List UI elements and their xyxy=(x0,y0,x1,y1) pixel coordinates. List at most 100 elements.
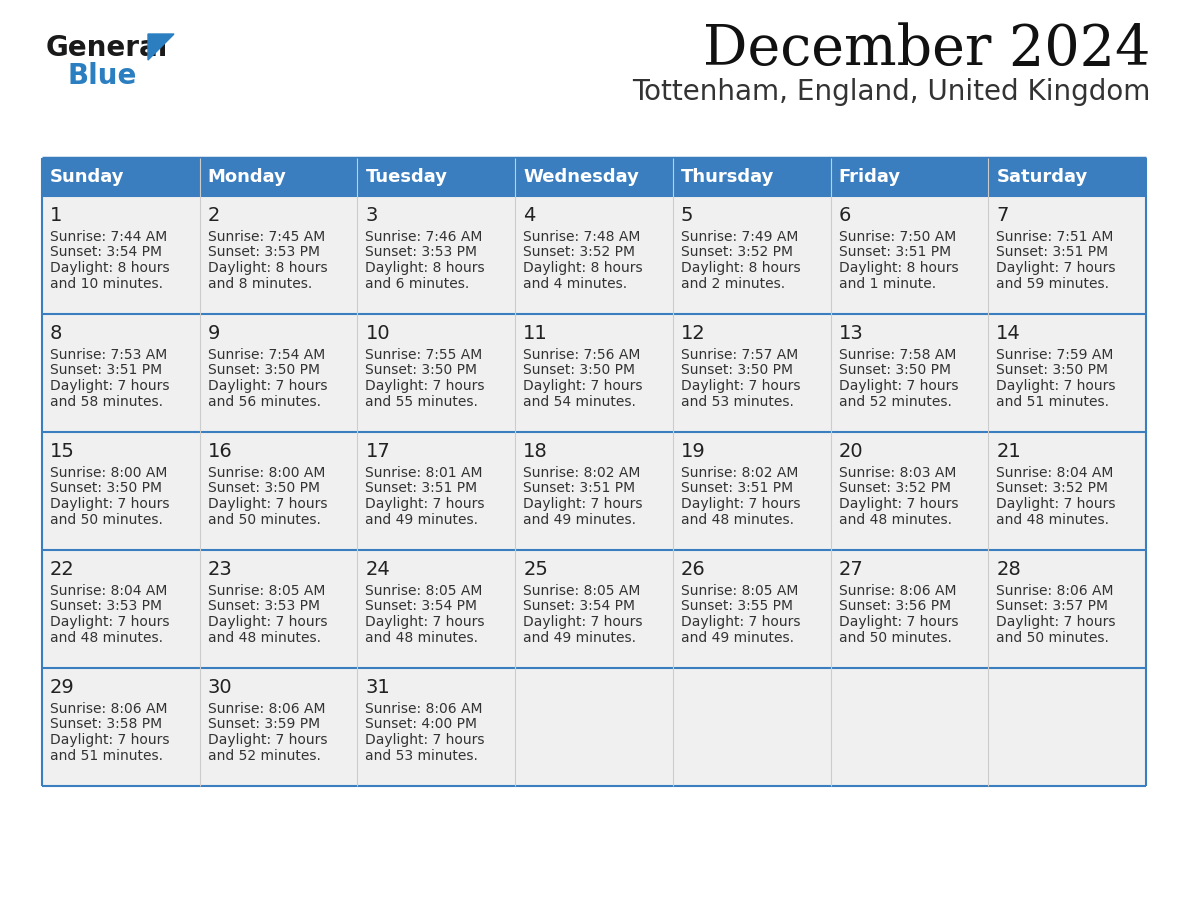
Text: 4: 4 xyxy=(523,206,536,225)
Text: Sunrise: 8:01 AM: Sunrise: 8:01 AM xyxy=(366,466,484,480)
Text: Sunrise: 7:48 AM: Sunrise: 7:48 AM xyxy=(523,230,640,244)
Bar xyxy=(516,668,672,786)
Bar xyxy=(988,550,1146,668)
Text: Daylight: 8 hours: Daylight: 8 hours xyxy=(839,261,959,275)
Text: Sunrise: 8:05 AM: Sunrise: 8:05 AM xyxy=(681,584,798,598)
Bar xyxy=(516,196,672,314)
Text: Sunset: 3:50 PM: Sunset: 3:50 PM xyxy=(839,364,950,377)
Text: and 48 minutes.: and 48 minutes. xyxy=(681,512,794,527)
Bar xyxy=(200,314,358,432)
Text: Sunrise: 7:49 AM: Sunrise: 7:49 AM xyxy=(681,230,798,244)
Text: Daylight: 7 hours: Daylight: 7 hours xyxy=(681,379,801,393)
Text: 16: 16 xyxy=(208,442,233,461)
Text: Sunrise: 7:51 AM: Sunrise: 7:51 AM xyxy=(997,230,1113,244)
Text: Sunrise: 7:45 AM: Sunrise: 7:45 AM xyxy=(208,230,326,244)
Text: Sunrise: 7:57 AM: Sunrise: 7:57 AM xyxy=(681,348,798,362)
Text: Sunset: 3:50 PM: Sunset: 3:50 PM xyxy=(366,364,478,377)
Bar xyxy=(358,550,516,668)
Text: Sunrise: 8:06 AM: Sunrise: 8:06 AM xyxy=(366,702,484,716)
Text: Daylight: 7 hours: Daylight: 7 hours xyxy=(366,615,485,629)
Text: Tottenham, England, United Kingdom: Tottenham, England, United Kingdom xyxy=(632,78,1150,106)
Text: Sunrise: 7:55 AM: Sunrise: 7:55 AM xyxy=(366,348,482,362)
Text: Sunrise: 8:04 AM: Sunrise: 8:04 AM xyxy=(50,584,168,598)
Text: Daylight: 7 hours: Daylight: 7 hours xyxy=(839,497,958,511)
Text: and 50 minutes.: and 50 minutes. xyxy=(997,631,1110,644)
Text: Daylight: 7 hours: Daylight: 7 hours xyxy=(366,497,485,511)
Text: and 58 minutes.: and 58 minutes. xyxy=(50,395,163,409)
Text: Daylight: 7 hours: Daylight: 7 hours xyxy=(839,615,958,629)
Bar xyxy=(42,550,200,668)
Text: Sunrise: 8:06 AM: Sunrise: 8:06 AM xyxy=(839,584,956,598)
Text: Daylight: 7 hours: Daylight: 7 hours xyxy=(997,615,1116,629)
Text: Daylight: 7 hours: Daylight: 7 hours xyxy=(50,733,170,747)
Text: Sunrise: 8:03 AM: Sunrise: 8:03 AM xyxy=(839,466,956,480)
Text: Sunrise: 8:04 AM: Sunrise: 8:04 AM xyxy=(997,466,1113,480)
Text: Daylight: 7 hours: Daylight: 7 hours xyxy=(997,261,1116,275)
Bar xyxy=(672,432,830,550)
Text: 10: 10 xyxy=(366,324,390,343)
Text: Tuesday: Tuesday xyxy=(366,168,448,186)
Text: Sunrise: 7:50 AM: Sunrise: 7:50 AM xyxy=(839,230,956,244)
Text: and 2 minutes.: and 2 minutes. xyxy=(681,276,785,290)
Text: and 10 minutes.: and 10 minutes. xyxy=(50,276,163,290)
Text: 24: 24 xyxy=(366,560,390,579)
Text: Daylight: 7 hours: Daylight: 7 hours xyxy=(50,497,170,511)
Text: and 52 minutes.: and 52 minutes. xyxy=(208,748,321,763)
Text: and 48 minutes.: and 48 minutes. xyxy=(50,631,163,644)
Text: Daylight: 8 hours: Daylight: 8 hours xyxy=(366,261,485,275)
Text: 3: 3 xyxy=(366,206,378,225)
Text: Daylight: 7 hours: Daylight: 7 hours xyxy=(997,379,1116,393)
Text: 9: 9 xyxy=(208,324,220,343)
Text: Sunset: 3:56 PM: Sunset: 3:56 PM xyxy=(839,599,950,613)
Text: Sunrise: 7:46 AM: Sunrise: 7:46 AM xyxy=(366,230,482,244)
Text: Sunrise: 7:54 AM: Sunrise: 7:54 AM xyxy=(208,348,326,362)
Bar xyxy=(42,196,200,314)
Bar xyxy=(516,432,672,550)
Bar xyxy=(200,550,358,668)
Text: Sunset: 3:55 PM: Sunset: 3:55 PM xyxy=(681,599,792,613)
Text: and 50 minutes.: and 50 minutes. xyxy=(50,512,163,527)
Text: Wednesday: Wednesday xyxy=(523,168,639,186)
Bar xyxy=(42,432,200,550)
Bar xyxy=(830,668,988,786)
Bar xyxy=(830,196,988,314)
Bar xyxy=(358,432,516,550)
Text: Sunset: 3:53 PM: Sunset: 3:53 PM xyxy=(208,245,320,260)
Text: 25: 25 xyxy=(523,560,548,579)
Bar xyxy=(988,196,1146,314)
Bar xyxy=(42,158,1146,196)
Text: Sunrise: 8:02 AM: Sunrise: 8:02 AM xyxy=(681,466,798,480)
Text: Sunrise: 7:53 AM: Sunrise: 7:53 AM xyxy=(50,348,168,362)
Bar xyxy=(830,314,988,432)
Text: Daylight: 7 hours: Daylight: 7 hours xyxy=(208,615,327,629)
Text: 20: 20 xyxy=(839,442,864,461)
Bar xyxy=(42,314,200,432)
Text: Daylight: 7 hours: Daylight: 7 hours xyxy=(523,615,643,629)
Bar xyxy=(200,196,358,314)
Text: 5: 5 xyxy=(681,206,694,225)
Text: Daylight: 7 hours: Daylight: 7 hours xyxy=(681,615,801,629)
Text: Daylight: 8 hours: Daylight: 8 hours xyxy=(208,261,328,275)
Bar xyxy=(672,668,830,786)
Bar xyxy=(516,314,672,432)
Text: and 1 minute.: and 1 minute. xyxy=(839,276,936,290)
Text: 27: 27 xyxy=(839,560,864,579)
Bar xyxy=(672,196,830,314)
Text: Sunrise: 8:06 AM: Sunrise: 8:06 AM xyxy=(50,702,168,716)
Text: Sunset: 3:51 PM: Sunset: 3:51 PM xyxy=(523,482,636,496)
Bar xyxy=(672,550,830,668)
Text: 28: 28 xyxy=(997,560,1020,579)
Text: Sunset: 3:54 PM: Sunset: 3:54 PM xyxy=(366,599,478,613)
Text: 13: 13 xyxy=(839,324,864,343)
Text: and 55 minutes.: and 55 minutes. xyxy=(366,395,479,409)
Text: December 2024: December 2024 xyxy=(702,22,1150,77)
Bar xyxy=(988,668,1146,786)
Text: and 48 minutes.: and 48 minutes. xyxy=(997,512,1110,527)
Text: Daylight: 7 hours: Daylight: 7 hours xyxy=(50,615,170,629)
Text: Sunrise: 8:00 AM: Sunrise: 8:00 AM xyxy=(50,466,168,480)
Text: and 53 minutes.: and 53 minutes. xyxy=(681,395,794,409)
Text: 18: 18 xyxy=(523,442,548,461)
Text: 30: 30 xyxy=(208,678,233,697)
Text: Friday: Friday xyxy=(839,168,901,186)
Bar xyxy=(516,550,672,668)
